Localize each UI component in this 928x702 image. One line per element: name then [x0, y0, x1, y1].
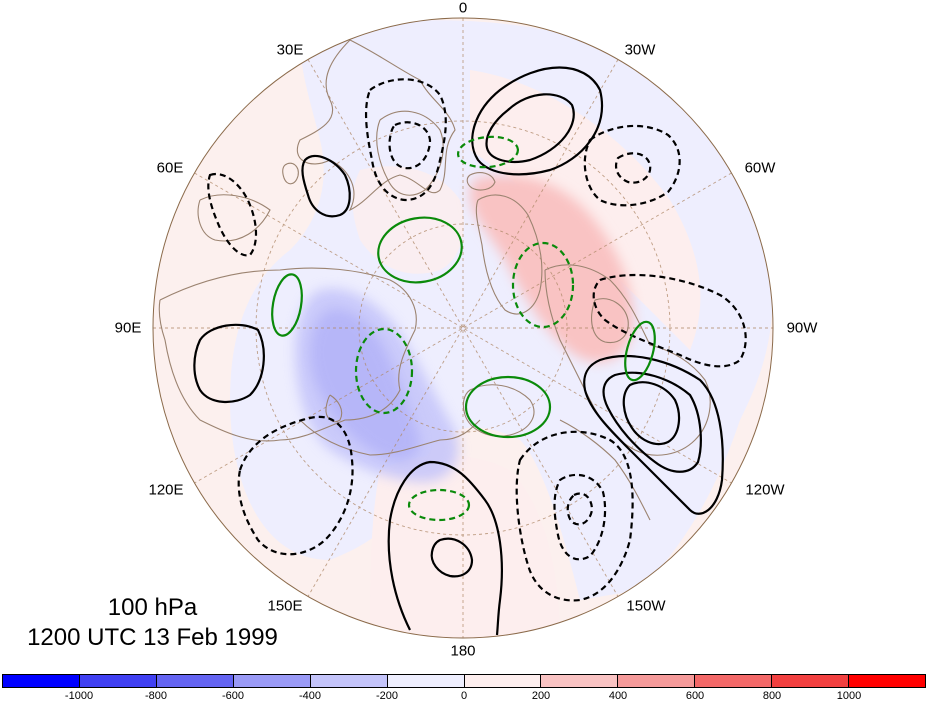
colorbar-tick-label: 0 — [460, 690, 468, 702]
coast-hudson-bay — [591, 298, 629, 344]
black-contour-pos — [301, 154, 351, 218]
black-contour-pos — [583, 354, 724, 515]
lon-label-30w: 30W — [624, 41, 656, 59]
lon-label-0: 0 — [458, 0, 468, 17]
black-contour-neg — [592, 273, 747, 368]
coast-africa-rim — [197, 194, 271, 242]
coastlines — [158, 39, 711, 521]
coast-scandinavia — [376, 110, 444, 196]
black-contour-pos — [387, 460, 503, 636]
colorbar-box — [772, 675, 850, 687]
green-contour-pos — [271, 273, 303, 337]
colorbar-tick-label: 200 — [531, 690, 551, 702]
black-contour-neg — [515, 430, 634, 602]
colorbar-box — [233, 675, 311, 687]
black-contour-neg — [566, 492, 594, 526]
lon-label-60w: 60W — [744, 159, 776, 177]
colorbar-box — [464, 675, 542, 687]
black-contour-pos — [602, 371, 702, 473]
colorbar — [2, 674, 926, 688]
colorbar-tick-label: 400 — [608, 690, 628, 702]
colorbar-box — [695, 675, 773, 687]
black-contour-pos — [622, 381, 681, 446]
shade-neg-core — [310, 309, 420, 460]
colorbar-box — [387, 675, 465, 687]
lon-label-150w: 150W — [626, 597, 666, 615]
lon-label-90e: 90E — [114, 319, 142, 337]
black-contour-pos — [430, 537, 474, 578]
black-contour-neg — [364, 78, 447, 202]
colorbar-box — [3, 675, 80, 687]
coast-alaska — [462, 384, 535, 437]
green-contour-pos — [624, 320, 656, 382]
coast-siberia — [299, 419, 481, 456]
black-contour-neg — [553, 473, 607, 561]
green-contour-neg — [407, 488, 471, 522]
black-contour-pos — [485, 93, 575, 164]
coast-north-america-west — [559, 419, 651, 521]
black-contours — [193, 66, 747, 636]
lon-label-90w: 90W — [786, 319, 818, 337]
colorbar-box — [79, 675, 157, 687]
colorbar-tick-label: -200 — [375, 690, 399, 702]
shade-pos-light-region-south — [370, 455, 560, 638]
colorbar-box — [310, 675, 388, 687]
shade-pos-band — [470, 175, 634, 363]
black-contour-pos — [193, 323, 265, 403]
colorbar-tick-label: 600 — [685, 690, 705, 702]
hemisphere-boundary — [152, 17, 774, 639]
coast-asia — [158, 267, 417, 442]
colorbar-box — [849, 675, 926, 687]
green-contour-neg — [511, 241, 575, 329]
colorbar-box — [156, 675, 234, 687]
colorbar-tick-label: -600 — [221, 690, 245, 702]
colorbar-tick-label: 1000 — [836, 690, 862, 702]
coast-greenland — [475, 194, 543, 315]
green-contour-pos — [377, 216, 463, 284]
colorbar-box — [618, 675, 696, 687]
colorbar-tick-label: -1000 — [64, 690, 94, 702]
green-contour-neg — [456, 135, 520, 169]
black-contour-neg — [388, 121, 432, 170]
colorbar-tick-label: 800 — [762, 690, 782, 702]
coast-caspian — [282, 162, 299, 185]
black-contour-neg — [614, 152, 652, 184]
black-contour-neg — [583, 124, 681, 207]
colorbar-tick-label: -800 — [144, 690, 168, 702]
green-contours — [271, 135, 656, 522]
caption-time: 1200 UTC 13 Feb 1999 — [27, 624, 278, 651]
black-contour-neg — [237, 415, 354, 556]
lon-label-150e: 150E — [267, 597, 303, 615]
lon-label-30e: 30E — [276, 41, 304, 59]
black-contour-pos — [471, 66, 603, 176]
lon-label-60e: 60E — [156, 159, 184, 177]
coast-iceland — [466, 172, 496, 191]
coast-canada — [544, 264, 711, 456]
colorbar-box — [541, 675, 619, 687]
coast-europe — [296, 39, 456, 212]
green-contour-pos — [464, 375, 552, 439]
green-contour-neg — [354, 327, 414, 415]
shading-layer — [230, 20, 773, 638]
lon-label-120e: 120E — [148, 481, 184, 499]
colorbar-tick-label: -400 — [298, 690, 322, 702]
lon-label-120w: 120W — [745, 481, 785, 499]
caption-level: 100 hPa — [107, 594, 198, 621]
lon-label-180: 180 — [450, 642, 476, 660]
